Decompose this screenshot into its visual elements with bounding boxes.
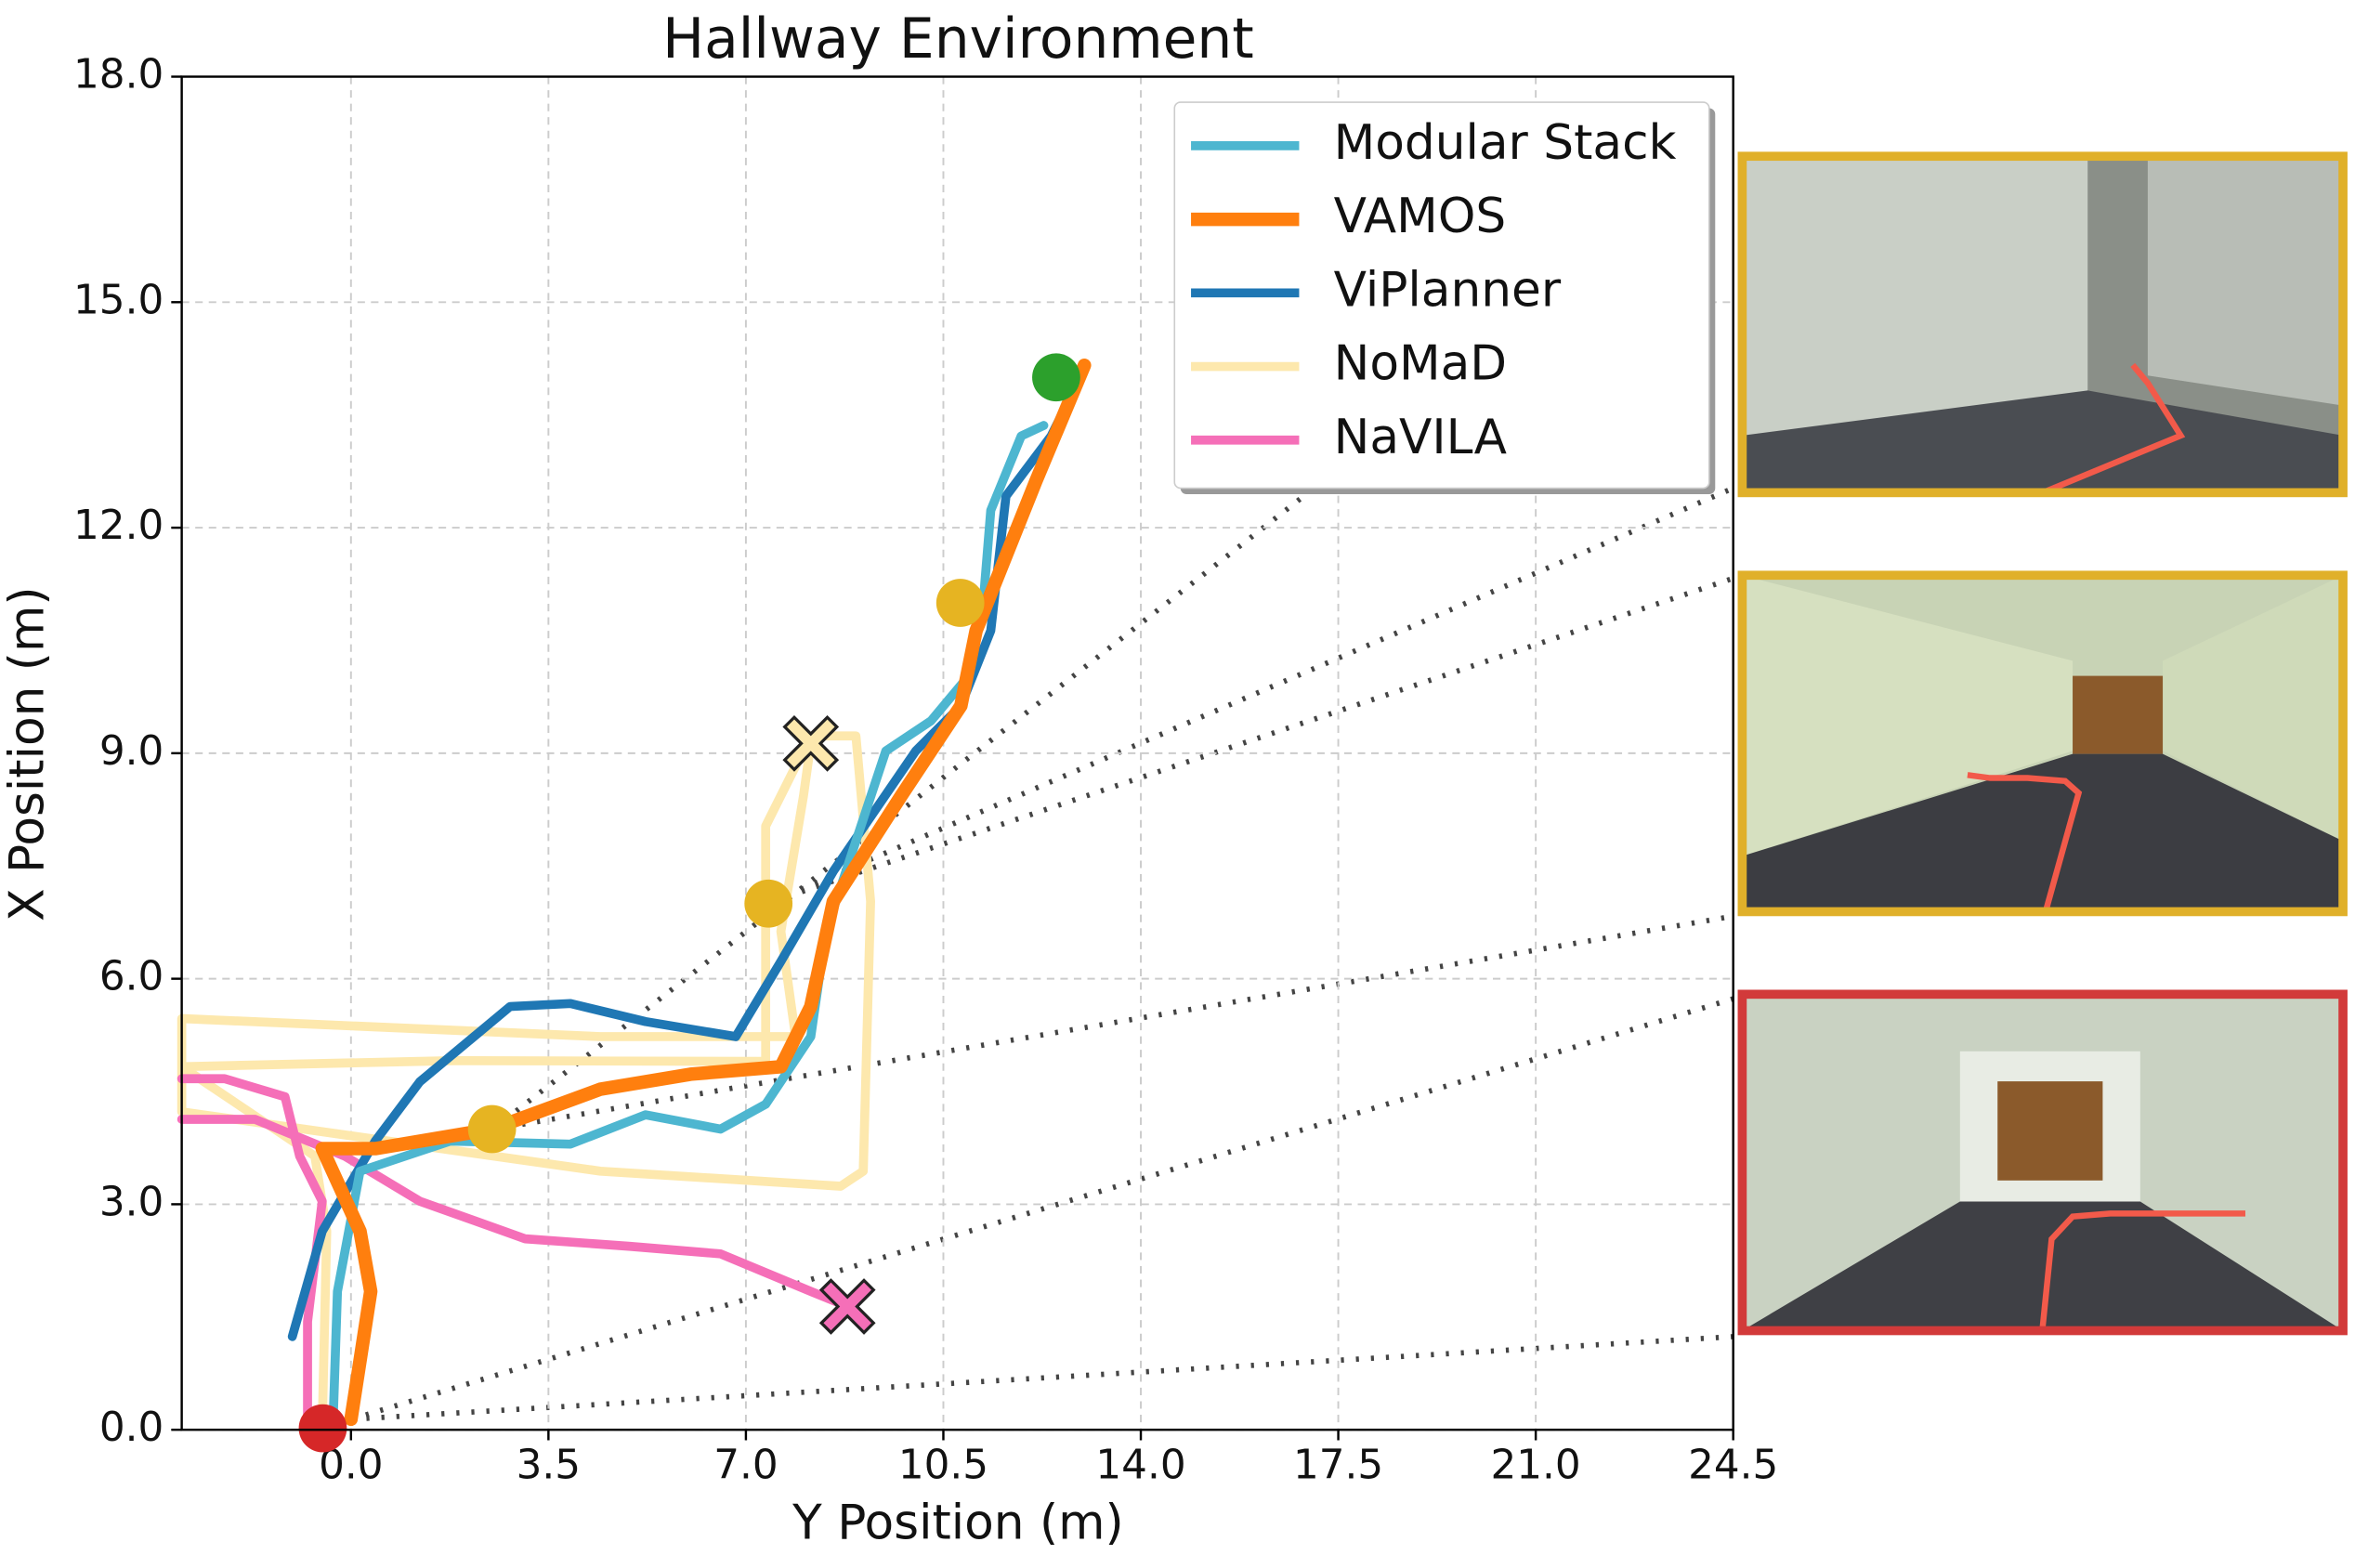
legend: Modular Stack VAMOS ViPlanner NoMaD NaVILA: [1173, 101, 1716, 494]
y-tick-label: 3.0: [99, 1178, 164, 1225]
cross-fill: [786, 719, 835, 768]
marker: [467, 1104, 517, 1154]
x-tick-label: 10.5: [898, 1442, 988, 1489]
x-tick-label: 3.5: [517, 1442, 581, 1489]
cross-fill: [823, 1282, 872, 1331]
y-tick-label: 18.0: [73, 51, 164, 98]
y-tick-label: 12.0: [73, 502, 164, 549]
x-axis-label: Y Position (m): [792, 1496, 1124, 1551]
y-tick-label: 9.0: [99, 727, 164, 775]
camera-panels: [350, 151, 2348, 1422]
chart-title: Hallway Environment: [662, 7, 1254, 72]
trajectory: [315, 359, 1092, 1427]
end-marker: [782, 714, 840, 772]
camera-panel: [1737, 570, 2348, 917]
plot-area: [177, 353, 1092, 1453]
camera-panel: [1737, 151, 2348, 498]
y-tick-label: 0.0: [99, 1404, 164, 1451]
trajectory: [328, 421, 1049, 1431]
trajectory: [177, 731, 875, 1431]
connector-lines: [350, 175, 1734, 1422]
legend-label: VAMOS: [1334, 189, 1507, 244]
y-axis-label: X Position (m): [0, 586, 55, 921]
legend-label: NaVILA: [1334, 410, 1507, 465]
legend-label: ViPlanner: [1334, 262, 1562, 318]
axes-frame: [180, 75, 1734, 1431]
x-tick-label: 7.0: [713, 1442, 778, 1489]
marker: [1032, 353, 1080, 402]
x-tick-label: 14.0: [1095, 1442, 1185, 1489]
marker: [935, 579, 985, 627]
legend-box: [1173, 101, 1710, 490]
camera-panel: [1737, 989, 2348, 1336]
legend-label: Modular Stack: [1334, 115, 1677, 171]
x-tick-label: 17.5: [1293, 1442, 1383, 1489]
end-marker: [818, 1278, 876, 1335]
marker: [744, 879, 793, 928]
x-tick-label: 21.0: [1491, 1442, 1581, 1489]
marker: [298, 1404, 347, 1453]
x-tick-label: 24.5: [1688, 1442, 1778, 1489]
y-tick-label: 15.0: [73, 276, 164, 323]
trajectory: [177, 1074, 853, 1424]
y-tick-label: 6.0: [99, 953, 164, 1000]
legend-label: NoMaD: [1334, 336, 1507, 392]
